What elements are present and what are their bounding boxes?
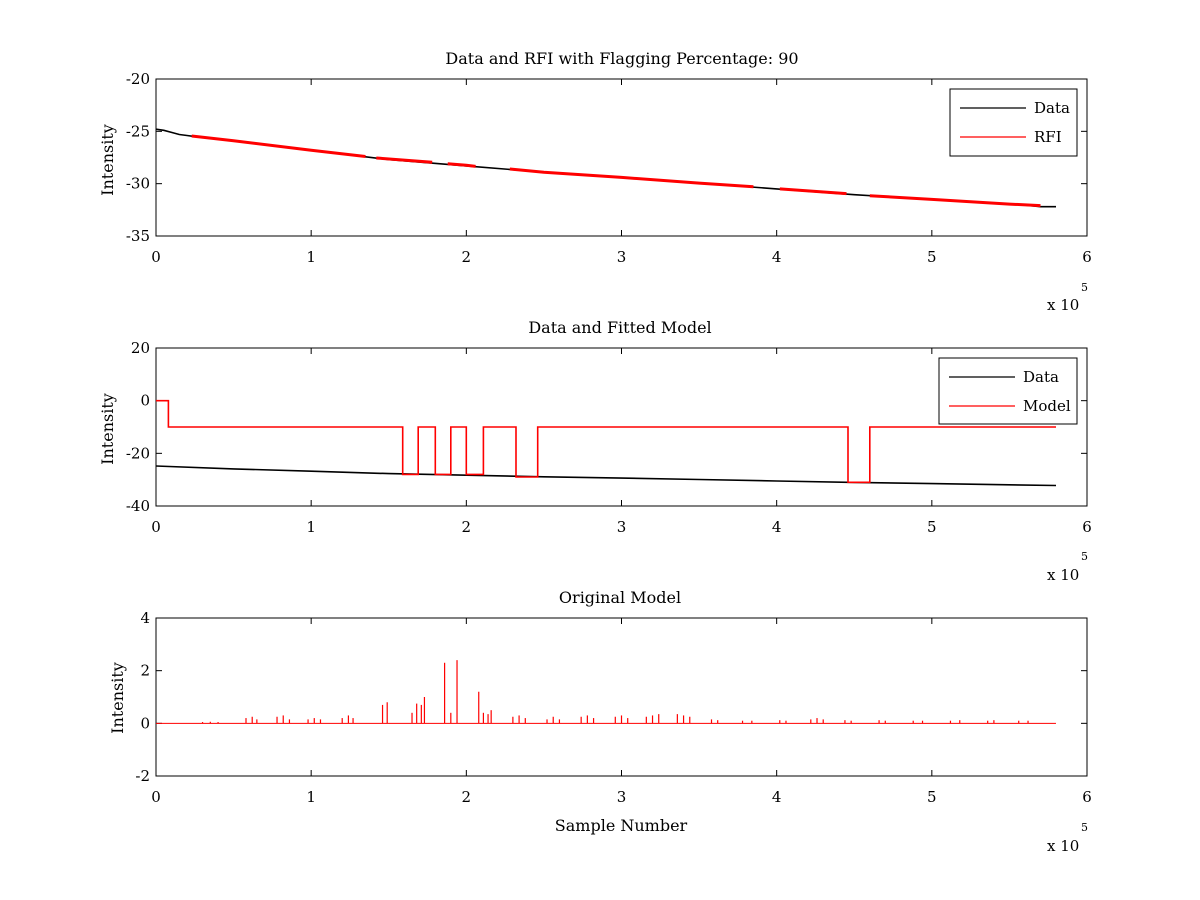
plot-area-frame <box>155 617 1088 777</box>
legend-label-data: Data <box>1034 99 1070 117</box>
legend-label-rfi: RFI <box>1034 128 1062 146</box>
series-data-line <box>155 465 1057 487</box>
x-tick-label: 1 <box>306 788 316 806</box>
legend-label-model: Model <box>1023 397 1071 415</box>
x-tick-label: 0 <box>151 518 161 536</box>
subplot-1-ylabel: Intensity <box>98 124 117 196</box>
y-tick-label: 2 <box>140 662 150 680</box>
x-tick-label: 6 <box>1082 248 1092 266</box>
series-rfi-segment <box>869 194 1041 208</box>
x-tick-label: 2 <box>462 788 472 806</box>
x-tick-label: 0 <box>151 788 161 806</box>
x-tick-label: 1 <box>306 518 316 536</box>
series-rfi-segment <box>509 167 754 189</box>
series-rfi-segment <box>779 187 847 196</box>
y-tick-label: 20 <box>131 339 150 357</box>
subplot-2: Data and Fitted Model Intensity x 10 5 0… <box>98 318 1092 584</box>
x-tick-label: 5 <box>927 788 937 806</box>
series-rfi-segment <box>447 162 476 168</box>
plot-area-frame <box>155 78 1088 237</box>
x-tick-label: 1 <box>306 248 316 266</box>
subplot-1-x-multiplier: x 10 <box>1047 296 1079 314</box>
x-tick-label: 3 <box>617 788 627 806</box>
subplot-2-x-multiplier: x 10 <box>1047 566 1079 584</box>
x-tick-label: 3 <box>617 518 627 536</box>
y-tick-label: -2 <box>135 767 150 785</box>
series-rfi-segment <box>191 134 366 158</box>
subplot-3: Original Model Intensity Sample Number x… <box>108 588 1092 855</box>
subplot-3-title: Original Model <box>559 588 681 607</box>
x-tick-label: 6 <box>1082 788 1092 806</box>
x-tick-label: 2 <box>462 248 472 266</box>
x-tick-label: 2 <box>462 518 472 536</box>
x-tick-label: 3 <box>617 248 627 266</box>
x-tick-label: 5 <box>927 518 937 536</box>
x-tick-label: 4 <box>772 248 782 266</box>
subplot-3-xlabel: Sample Number <box>555 816 688 835</box>
x-tick-label: 0 <box>151 248 161 266</box>
y-tick-label: 0 <box>140 714 150 732</box>
subplot-3-x-multiplier: x 10 <box>1047 837 1079 855</box>
y-tick-label: -30 <box>126 175 150 193</box>
subplot-1-x-exponent: 5 <box>1081 281 1088 294</box>
subplot-2-x-exponent: 5 <box>1081 550 1088 563</box>
x-tick-label: 4 <box>772 518 782 536</box>
y-tick-label: -20 <box>126 444 150 462</box>
subplot-2-ylabel: Intensity <box>98 393 117 465</box>
y-tick-label: -40 <box>126 497 150 515</box>
subplot-3-ylabel: Intensity <box>108 662 127 734</box>
subplot-3-x-exponent: 5 <box>1081 821 1088 834</box>
legend-box <box>949 88 1078 157</box>
y-tick-label: -25 <box>126 122 150 140</box>
legend-label-data: Data <box>1023 368 1059 386</box>
subplot-1-title: Data and RFI with Flagging Percentage: 9… <box>445 49 798 68</box>
y-tick-label: 4 <box>140 609 150 627</box>
series-rfi-segment <box>376 156 433 164</box>
y-tick-label: 0 <box>140 392 150 410</box>
y-tick-label: -35 <box>126 227 150 245</box>
x-tick-label: 4 <box>772 788 782 806</box>
x-tick-label: 5 <box>927 248 937 266</box>
legend-box <box>938 357 1078 425</box>
series-model-line <box>156 399 1056 484</box>
y-tick-label: -20 <box>126 70 150 88</box>
subplot-2-title: Data and Fitted Model <box>528 318 711 337</box>
x-tick-label: 6 <box>1082 518 1092 536</box>
subplot-1: Data and RFI with Flagging Percentage: 9… <box>98 49 1092 314</box>
